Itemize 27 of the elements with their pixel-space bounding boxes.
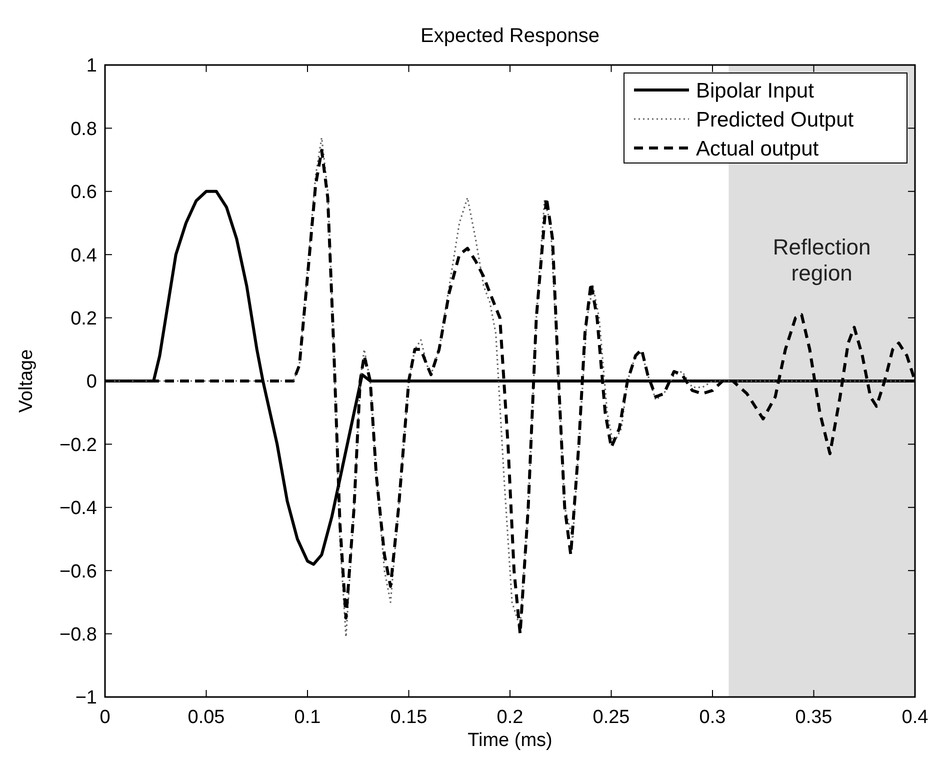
- y-tick-label: −0.2: [59, 434, 97, 456]
- x-tick-label: 0.15: [390, 707, 428, 728]
- x-tick-label: 0.2: [496, 707, 524, 728]
- y-tick-label: −0.4: [59, 498, 98, 520]
- legend-label: Actual output: [696, 137, 819, 160]
- x-tick-label: 0.1: [294, 707, 321, 728]
- x-tick-label: 0: [100, 707, 110, 728]
- y-tick-label: 0.4: [70, 245, 98, 266]
- chart-title: Expected Response: [420, 25, 600, 47]
- x-tick-label: 0.25: [592, 707, 630, 728]
- x-tick-label: 0.05: [188, 707, 225, 728]
- y-tick-label: −0.6: [59, 561, 97, 582]
- y-tick-label: −1: [75, 688, 97, 709]
- x-axis-title: Time (ms): [468, 730, 552, 751]
- y-tick-label: 1: [86, 56, 97, 77]
- y-tick-label: 0.6: [70, 182, 97, 204]
- legend-label: Predicted Output: [696, 108, 854, 132]
- y-axis-title: Voltage: [16, 349, 37, 413]
- y-tick-label: 0.8: [70, 118, 97, 140]
- x-tick-label: 0.35: [795, 707, 832, 728]
- x-tick-label: 0.3: [699, 707, 726, 728]
- band-label: Reflection region: [772, 234, 871, 286]
- legend-label: Bipolar Input: [696, 79, 814, 102]
- y-tick-label: 0.2: [70, 308, 97, 330]
- y-tick-label: 0: [86, 372, 97, 393]
- x-tick-label: 0.4: [902, 707, 929, 728]
- y-tick-label: −0.8: [59, 624, 97, 646]
